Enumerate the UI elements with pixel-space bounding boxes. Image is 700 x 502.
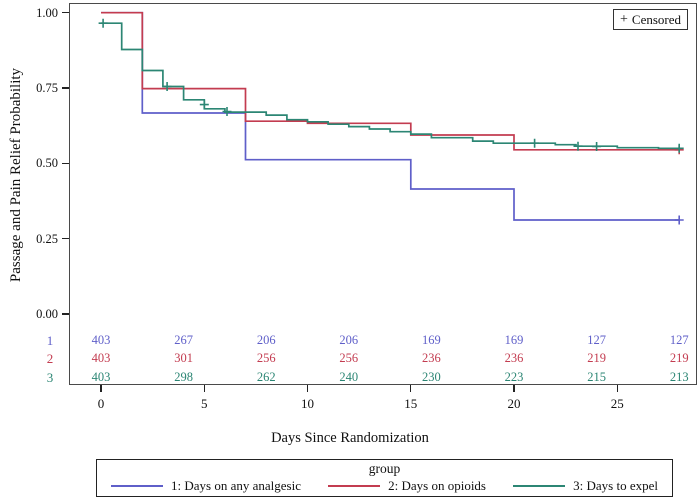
y-tick-label: 0.75: [36, 81, 58, 96]
group1-line-swatch: [111, 485, 163, 487]
at-risk-count: 219: [669, 351, 689, 366]
x-tick-mark: [410, 385, 412, 392]
at-risk-count: 169: [504, 333, 524, 347]
y-tick-label: 0.50: [36, 156, 58, 171]
y-tick-mark: [62, 87, 69, 89]
y-tick-label: 0.00: [36, 307, 58, 321]
legend-entry-group3: 3: Days to expel: [513, 478, 658, 494]
y-tick-mark: [62, 237, 69, 240]
x-tick-label: 20: [507, 396, 521, 411]
y-tick-label: 0.25: [36, 231, 58, 246]
legend-entry-group2: 2: Days on opioids: [328, 478, 486, 494]
y-tick-mark: [62, 313, 69, 315]
at-risk-count: 256: [256, 351, 276, 366]
at-risk-count: 267: [174, 333, 193, 347]
y-axis-title: Passage and Pain Relief Probability: [8, 67, 24, 283]
at-risk-count: 236: [422, 351, 441, 366]
at-risk-count: 219: [587, 351, 606, 366]
group1-legend-label: 1: Days on any analgesic: [171, 478, 301, 493]
x-tick-mark: [100, 385, 102, 392]
legend-entry-group1: 1: Days on any analgesic: [111, 478, 301, 494]
plot-frame: [69, 3, 697, 385]
at-risk-count: 403: [91, 369, 111, 384]
at-risk-count: 256: [339, 351, 359, 366]
at-risk-count: 298: [174, 369, 193, 384]
group3-line-swatch: [513, 485, 566, 487]
censored-legend-box: + Censored: [613, 9, 689, 30]
x-tick-label: 25: [610, 396, 624, 411]
censored-label: Censored: [631, 11, 682, 27]
x-tick-mark: [203, 385, 205, 392]
group-legend-box: group 1: Days on any analgesic 2: Days o…: [96, 459, 673, 497]
at-risk-count: 223: [504, 369, 524, 384]
at-risk-row-label: 1: [46, 333, 54, 348]
group2-legend-label: 2: Days on opioids: [388, 478, 486, 493]
y-tick-mark: [62, 12, 69, 14]
x-tick-mark: [306, 385, 309, 392]
at-risk-count: 127: [669, 333, 689, 347]
at-risk-count: 403: [91, 333, 111, 347]
at-risk-count: 236: [504, 351, 524, 366]
at-risk-row-label: 3: [46, 369, 54, 385]
at-risk-count: 262: [256, 369, 276, 384]
legend-title: group: [368, 461, 401, 476]
at-risk-row-label: 2: [46, 351, 54, 367]
x-tick-mark: [513, 385, 515, 392]
y-tick-mark: [62, 162, 69, 165]
y-tick-label: 1.00: [36, 5, 58, 20]
at-risk-count: 230: [422, 369, 441, 384]
at-risk-count: 403: [91, 351, 111, 366]
censored-plus-icon: +: [620, 11, 628, 27]
x-tick-mark: [616, 385, 618, 392]
x-tick-label: 15: [404, 396, 418, 411]
at-risk-count: 127: [587, 333, 606, 347]
legend-entries: 1: Days on any analgesic 2: Days on opio…: [97, 478, 672, 494]
group3-legend-label: 3: Days to expel: [573, 478, 658, 493]
x-axis-title: Days Since Randomization: [271, 430, 429, 446]
at-risk-count: 206: [339, 333, 359, 347]
at-risk-count: 206: [256, 333, 276, 347]
at-risk-count: 215: [587, 369, 606, 384]
at-risk-count: 213: [669, 369, 689, 384]
at-risk-count: 301: [174, 351, 193, 366]
x-tick-label: 5: [201, 396, 208, 411]
group2-line-swatch: [328, 485, 381, 487]
at-risk-count: 240: [339, 369, 359, 384]
x-tick-label: 10: [301, 396, 314, 411]
x-tick-label: 0: [97, 396, 105, 411]
at-risk-count: 169: [422, 333, 441, 347]
